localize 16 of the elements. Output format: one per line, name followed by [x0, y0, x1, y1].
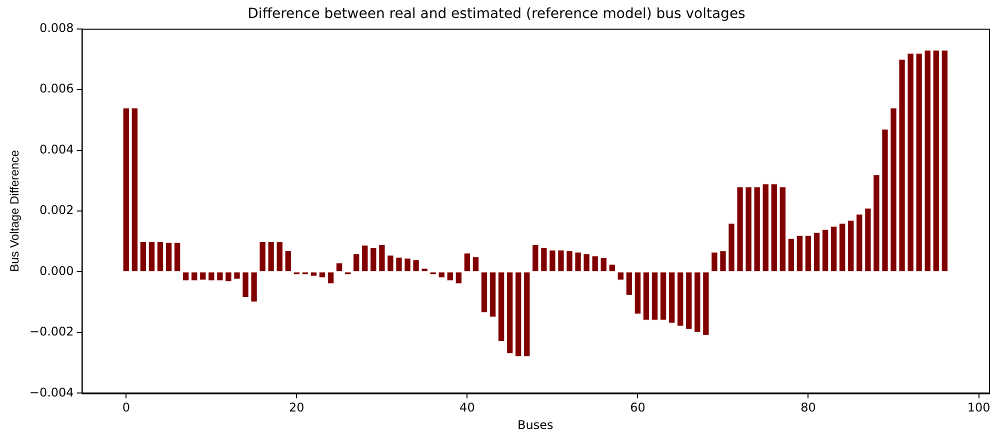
x-tick-label: 100: [967, 400, 990, 415]
y-tick-label: −0.002: [29, 324, 74, 339]
y-tick-label: 0.004: [39, 142, 74, 156]
y-tick-label: −0.004: [29, 385, 74, 400]
x-tick-label: 80: [800, 400, 816, 415]
chart-title: Difference between real and estimated (reference model) bus voltages: [248, 6, 746, 22]
y-tick-label: 0.000: [39, 264, 74, 278]
y-axis-title: Bus Voltage Difference: [8, 150, 22, 272]
y-tick-label: 0.008: [39, 20, 74, 35]
x-axis-title: Buses: [518, 418, 554, 432]
x-tick-label: 40: [460, 400, 475, 415]
x-tick-label: 0: [122, 400, 130, 415]
y-tick-label: 0.002: [39, 203, 74, 218]
x-tick-label: 60: [630, 400, 646, 415]
y-tick-label: 0.006: [39, 82, 74, 96]
x-tick-label: 20: [289, 400, 304, 415]
